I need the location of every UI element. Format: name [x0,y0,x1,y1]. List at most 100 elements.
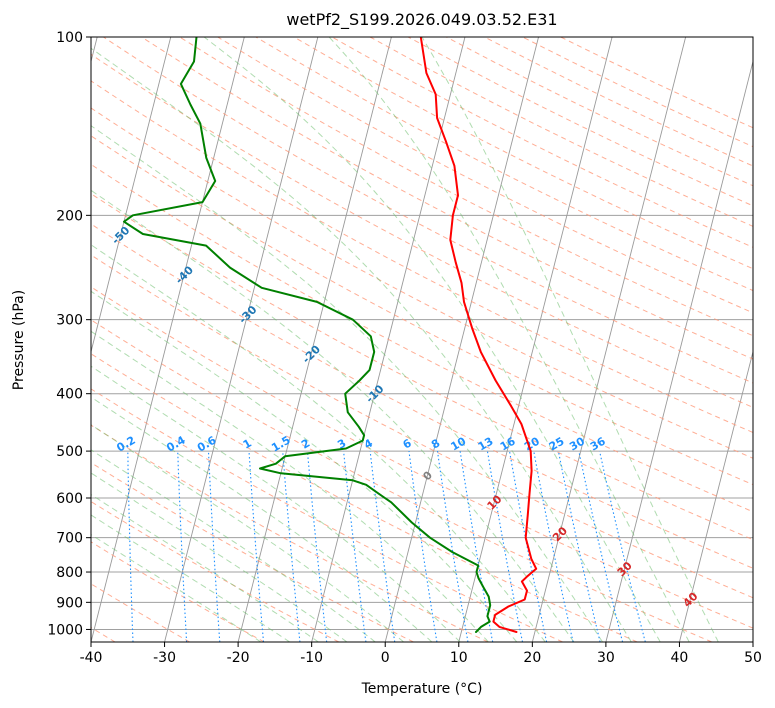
x-tick-label: -30 [153,650,176,666]
y-tick-label: 800 [56,565,83,581]
y-tick-label: 300 [56,313,83,329]
dry-adiabat-line [91,193,753,541]
isotherm-grid [91,37,753,642]
moist-adiabat-line [91,365,461,642]
x-tick-label: -20 [227,650,250,666]
dry-adiabat-line [103,37,753,384]
dry-adiabat-line [91,583,190,642]
moist-adiabat-line [91,244,546,642]
mixing-ratio-line [248,451,265,642]
plot-frame [90,36,754,643]
moist-adiabat-line [328,37,690,642]
x-tick-label: 50 [744,650,762,666]
dry-adiabat-label: -70 [0,144,6,167]
moist-adiabat-line [203,37,661,642]
dry-adiabat-line [91,462,414,642]
mixing-ratio-line [343,451,367,642]
y-axis-label: Pressure (hPa) [11,290,27,390]
background-line-labels: 0.10.20.40.611.52346810131620253036-100-… [0,144,701,610]
x-tick-label: 40 [671,650,689,666]
x-tick-label: -10 [300,650,323,666]
dry-adiabat-line [91,223,753,569]
isotherm-line [679,349,753,642]
mixing-ratio-line [207,451,221,642]
dry-adiabat-line [91,107,753,459]
dry-adiabat-label: -30 [236,303,259,326]
dry-adiabat-line [91,319,712,642]
dry-adiabat-line [91,541,265,642]
moist-adiabat-line [91,125,603,642]
dry-adiabat-line [91,388,563,642]
mixing-ratio-lines [127,450,646,642]
moist-adiabat-label: 40 [681,590,701,610]
isotherm-line [752,640,753,642]
mixing-ratio-line [508,451,548,642]
isotherm-line [458,37,613,642]
dry-adiabat-label: -50 [109,224,132,247]
dry-adiabat-line [91,286,753,629]
x-axis-ticks: -40 -30 -20 -10 0 10 20 30 40 50 [80,642,762,666]
mixing-ratio-line [369,451,396,642]
moist-adiabat-label: 10 [485,492,505,512]
dry-adiabat-line [91,80,753,434]
y-tick-label: 500 [56,444,83,460]
dry-adiabat-label: -20 [300,343,323,366]
mixing-ratio-line [578,450,624,642]
mixing-ratio-line [282,451,301,642]
moist-adiabat-line [91,472,348,642]
mixing-ratio-line [533,450,574,642]
moist-adiabat-line [91,494,319,642]
isotherm-line [384,37,539,642]
x-tick-label: 20 [523,650,541,666]
dry-adiabat-line [91,353,638,642]
dry-adiabat-lines [91,37,753,642]
dry-adiabat-line [91,135,753,486]
x-tick-label: -40 [80,650,103,666]
dry-adiabat-line [407,37,753,207]
isotherm-line [164,37,319,642]
y-tick-label: 900 [56,595,83,611]
mixing-ratio-line [599,450,646,642]
moist-adiabat-label: 20 [550,524,570,544]
isotherm-line [91,37,172,354]
x-tick-label: 0 [381,650,390,666]
moist-adiabat-lines [91,37,719,642]
isotherm-line [531,37,687,642]
dry-adiabat-line [91,424,489,642]
moist-adiabat-line [91,396,433,642]
y-tick-label: 400 [56,387,83,403]
mixing-ratio-line [408,451,438,642]
dry-adiabat-line [91,254,753,599]
moist-adiabat-line [421,37,719,642]
moist-adiabat-label: 30 [615,559,635,579]
dry-adiabat-line [522,37,753,148]
x-tick-label: 10 [450,650,468,666]
isotherm-line [237,37,392,642]
profile-series [123,37,538,633]
isotherm-line [605,59,753,642]
dry-adiabat-line [141,37,753,360]
x-axis-label: Temperature (°C) [361,681,483,697]
dry-adiabat-line [91,163,753,513]
mixing-ratio-line [557,450,601,642]
x-tick-label: 30 [597,650,615,666]
dewpoint-profile-line [123,37,492,633]
mixing-ratio-label: 6 [401,436,414,451]
mixing-ratio-line [486,451,524,642]
dry-adiabat-line [217,37,753,314]
y-tick-label: 600 [56,491,83,507]
y-tick-label: 1000 [47,622,83,638]
chart-title: wetPf2_S199.2026.049.03.52.E31 [286,10,557,30]
y-axis-ticks: 100 200 300 400 500 600 700 800 900 1000 [47,30,91,638]
mixing-ratio-line [306,451,328,642]
mixing-ratio-line [177,451,188,642]
y-tick-label: 100 [56,30,83,46]
temperature-profile-line [419,37,538,633]
moist-adiabat-line [91,514,291,642]
dry-adiabat-line [91,500,340,642]
dry-adiabat-label: -60 [46,184,69,207]
y-tick-label: 700 [56,531,83,547]
moist-adiabat-line [91,449,376,642]
moist-adiabat-line [91,290,518,642]
